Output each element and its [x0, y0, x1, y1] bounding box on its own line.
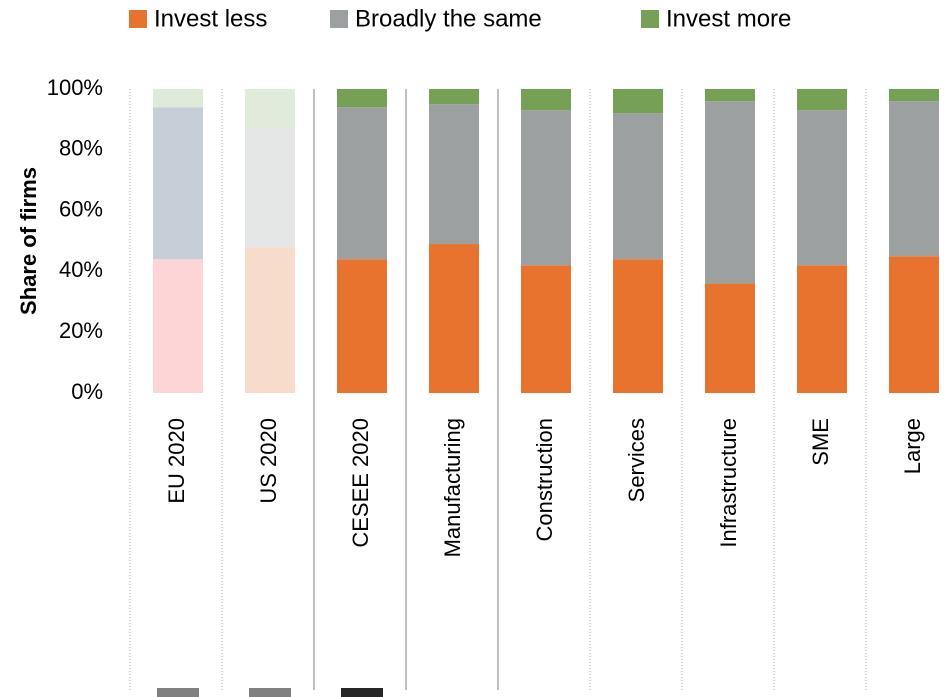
- bar-segment: [705, 89, 755, 102]
- x-tick-label: US 2020: [256, 418, 281, 504]
- marker: [249, 688, 291, 697]
- bar-segment: [429, 104, 479, 245]
- bar-segment: [797, 89, 847, 111]
- marker: [341, 688, 383, 697]
- legend-label: Invest more: [666, 5, 791, 32]
- bar-segment: [245, 89, 295, 129]
- x-tick-label: CESEE 2020: [348, 418, 373, 548]
- bar-segment: [337, 89, 387, 108]
- bar-segment: [797, 265, 847, 393]
- bar-segment: [521, 265, 571, 393]
- legend-swatch: [641, 10, 659, 28]
- bar-segment: [705, 283, 755, 393]
- x-tick-label: Construction: [532, 418, 557, 542]
- bar-segment: [613, 113, 663, 260]
- x-tick-label: Large: [900, 418, 925, 474]
- bar-segment: [613, 89, 663, 114]
- x-tick-label: EU 2020: [164, 418, 189, 504]
- y-tick-label: 100%: [47, 75, 103, 100]
- x-tick-label: SME: [808, 418, 833, 466]
- bar-segment: [889, 89, 939, 102]
- bar-segment: [521, 89, 571, 111]
- x-tick-label: Services: [624, 418, 649, 502]
- y-tick-label: 20%: [59, 318, 103, 343]
- bar-segment: [797, 110, 847, 266]
- bar-segment: [889, 101, 939, 257]
- bar-segment: [245, 247, 295, 393]
- bar-segment: [153, 259, 203, 393]
- bar-segment: [153, 89, 203, 108]
- y-tick-label: 80%: [59, 136, 103, 161]
- legend-swatch: [129, 10, 147, 28]
- bar-segment: [613, 259, 663, 393]
- bar-segment: [337, 259, 387, 393]
- bar-segment: [705, 101, 755, 284]
- bar-segment: [429, 244, 479, 393]
- bar-segment: [245, 128, 295, 248]
- legend-swatch: [330, 10, 348, 28]
- x-tick-label: Infrastructure: [716, 418, 741, 548]
- y-axis-title: Share of firms: [16, 167, 41, 315]
- y-tick-label: 60%: [59, 196, 103, 221]
- bar-segment: [337, 107, 387, 260]
- bar-segment: [153, 107, 203, 260]
- bar-segment: [521, 110, 571, 266]
- y-tick-label: 0%: [71, 379, 103, 404]
- legend-label: Broadly the same: [355, 5, 542, 32]
- legend-label: Invest less: [154, 5, 267, 32]
- bar-segment: [429, 89, 479, 105]
- marker: [157, 688, 199, 697]
- bar-segment: [889, 256, 939, 393]
- x-tick-label: Manufacturing: [440, 418, 465, 557]
- y-tick-label: 40%: [59, 257, 103, 282]
